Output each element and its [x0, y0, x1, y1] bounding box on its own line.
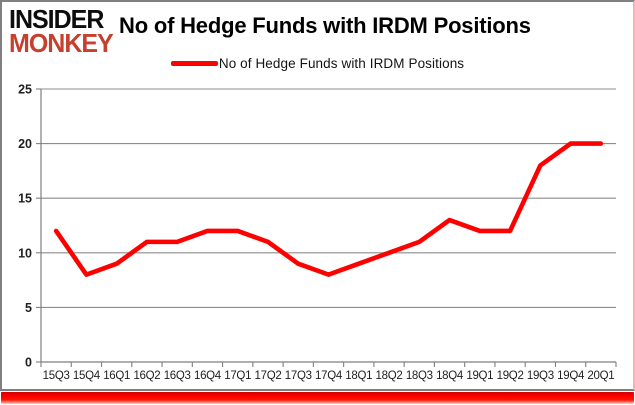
x-axis-tick-label: 15Q3 — [43, 370, 70, 382]
series-line — [53, 141, 604, 277]
x-axis-tick-label: 18Q1 — [345, 370, 372, 382]
bottom-red-bar — [1, 392, 634, 404]
x-axis-tick-label: 20Q1 — [587, 370, 614, 382]
x-axis-tick-label: 17Q4 — [315, 370, 343, 382]
legend-label: No of Hedge Funds with IRDM Positions — [218, 56, 465, 71]
x-axis-tick-label: 17Q3 — [285, 370, 312, 382]
logo-line-monkey: MONKEY — [9, 28, 114, 58]
legend-line-swatch — [170, 61, 218, 66]
x-axis-tick-label: 18Q3 — [406, 370, 433, 382]
insider-monkey-logo: INSIDER MONKEY — [9, 4, 114, 58]
y-axis-tick-label: 25 — [18, 83, 32, 97]
legend: No of Hedge Funds with IRDM Positions — [0, 56, 635, 71]
x-axis-tick-label: 17Q1 — [224, 370, 251, 382]
page-title: No of Hedge Funds with IRDM Positions — [119, 13, 531, 38]
chart-frame — [0, 0, 635, 391]
y-axis-tick-label: 15 — [18, 192, 32, 206]
logo-line-insider: INSIDER — [9, 4, 104, 35]
y-axis-tick-label: 10 — [18, 246, 32, 260]
x-axis-tick-label: 19Q2 — [497, 370, 524, 382]
y-axis-tick-label: 5 — [25, 301, 32, 315]
x-axis-tick-label: 19Q1 — [466, 370, 493, 382]
x-axis-tick-label: 19Q3 — [527, 370, 554, 382]
x-axis-tick-label: 17Q2 — [255, 370, 282, 382]
x-axis-tick-label: 16Q3 — [164, 370, 191, 382]
x-axis-tick-label: 16Q4 — [194, 370, 222, 382]
x-axis-tick-label: 19Q4 — [557, 370, 585, 382]
x-axis-tick-label: 18Q4 — [436, 370, 464, 382]
x-axis-tick-label: 18Q2 — [376, 370, 403, 382]
y-axis-tick-label: 20 — [18, 137, 32, 151]
x-axis-tick-label: 15Q4 — [73, 370, 101, 382]
y-axis-tick-label: 0 — [25, 356, 32, 370]
x-axis-tick-label: 16Q2 — [133, 370, 160, 382]
x-axis-tick-label: 16Q1 — [103, 370, 130, 382]
